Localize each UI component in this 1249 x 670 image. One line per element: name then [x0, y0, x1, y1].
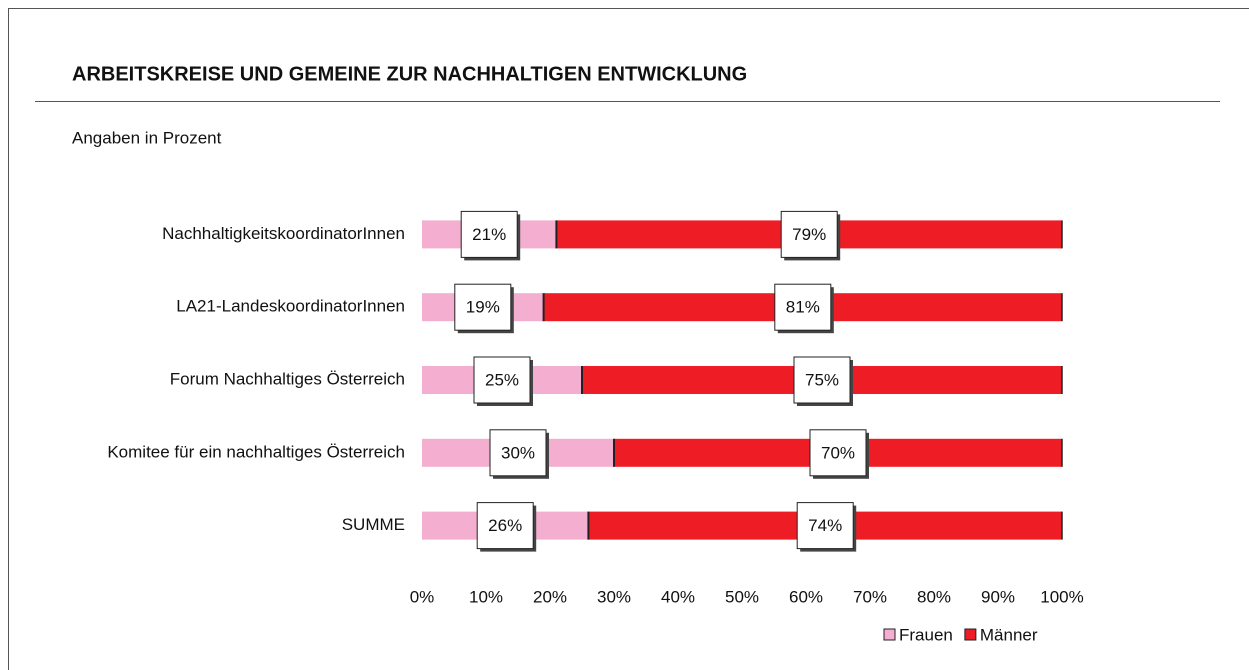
- y-tick-label: LA21-LandeskoordinatorInnen: [176, 297, 405, 316]
- label-box: [809, 429, 867, 477]
- chart-subtitle: Angaben in Prozent: [72, 128, 222, 147]
- x-tick-label: 0%: [410, 587, 435, 606]
- x-tick-label: 70%: [853, 587, 887, 606]
- legend-swatch: [964, 628, 977, 641]
- data-label: 19%: [466, 298, 500, 317]
- x-tick-label: 50%: [725, 587, 759, 606]
- y-tick-label: Komitee für ein nachhaltiges Österreich: [107, 442, 405, 461]
- label-box: [473, 356, 531, 404]
- label-box: [774, 283, 832, 331]
- data-label: 75%: [805, 370, 839, 389]
- data-label: 74%: [808, 516, 842, 535]
- x-tick-label: 20%: [533, 587, 567, 606]
- legend-label: Männer: [980, 625, 1038, 644]
- label-box: [780, 210, 838, 258]
- data-label: 25%: [485, 370, 519, 389]
- data-label: 81%: [786, 298, 820, 317]
- label-box: [460, 210, 518, 258]
- label-box: [796, 502, 854, 550]
- data-label: 70%: [821, 443, 855, 462]
- data-label: 21%: [472, 225, 506, 244]
- label-box: [454, 283, 512, 331]
- x-tick-label: 100%: [1040, 587, 1083, 606]
- y-tick-label: NachhaltigkeitskoordinatorInnen: [162, 224, 405, 243]
- y-tick-label: Forum Nachhaltiges Österreich: [170, 369, 405, 388]
- data-label: 26%: [488, 516, 522, 535]
- legend-swatch: [883, 628, 896, 641]
- x-tick-label: 60%: [789, 587, 823, 606]
- legend-label: Frauen: [899, 625, 953, 644]
- x-tick-label: 80%: [917, 587, 951, 606]
- y-tick-label: SUMME: [342, 515, 405, 534]
- x-tick-label: 10%: [469, 587, 503, 606]
- label-box: [476, 502, 534, 550]
- data-label: 79%: [792, 225, 826, 244]
- x-tick-label: 30%: [597, 587, 631, 606]
- chart-title: ARBEITSKREISE UND GEMEINE ZUR NACHHALTIG…: [72, 63, 747, 85]
- x-tick-label: 90%: [981, 587, 1015, 606]
- label-box: [793, 356, 851, 404]
- label-box: [489, 429, 547, 477]
- data-label: 30%: [501, 443, 535, 462]
- x-tick-label: 40%: [661, 587, 695, 606]
